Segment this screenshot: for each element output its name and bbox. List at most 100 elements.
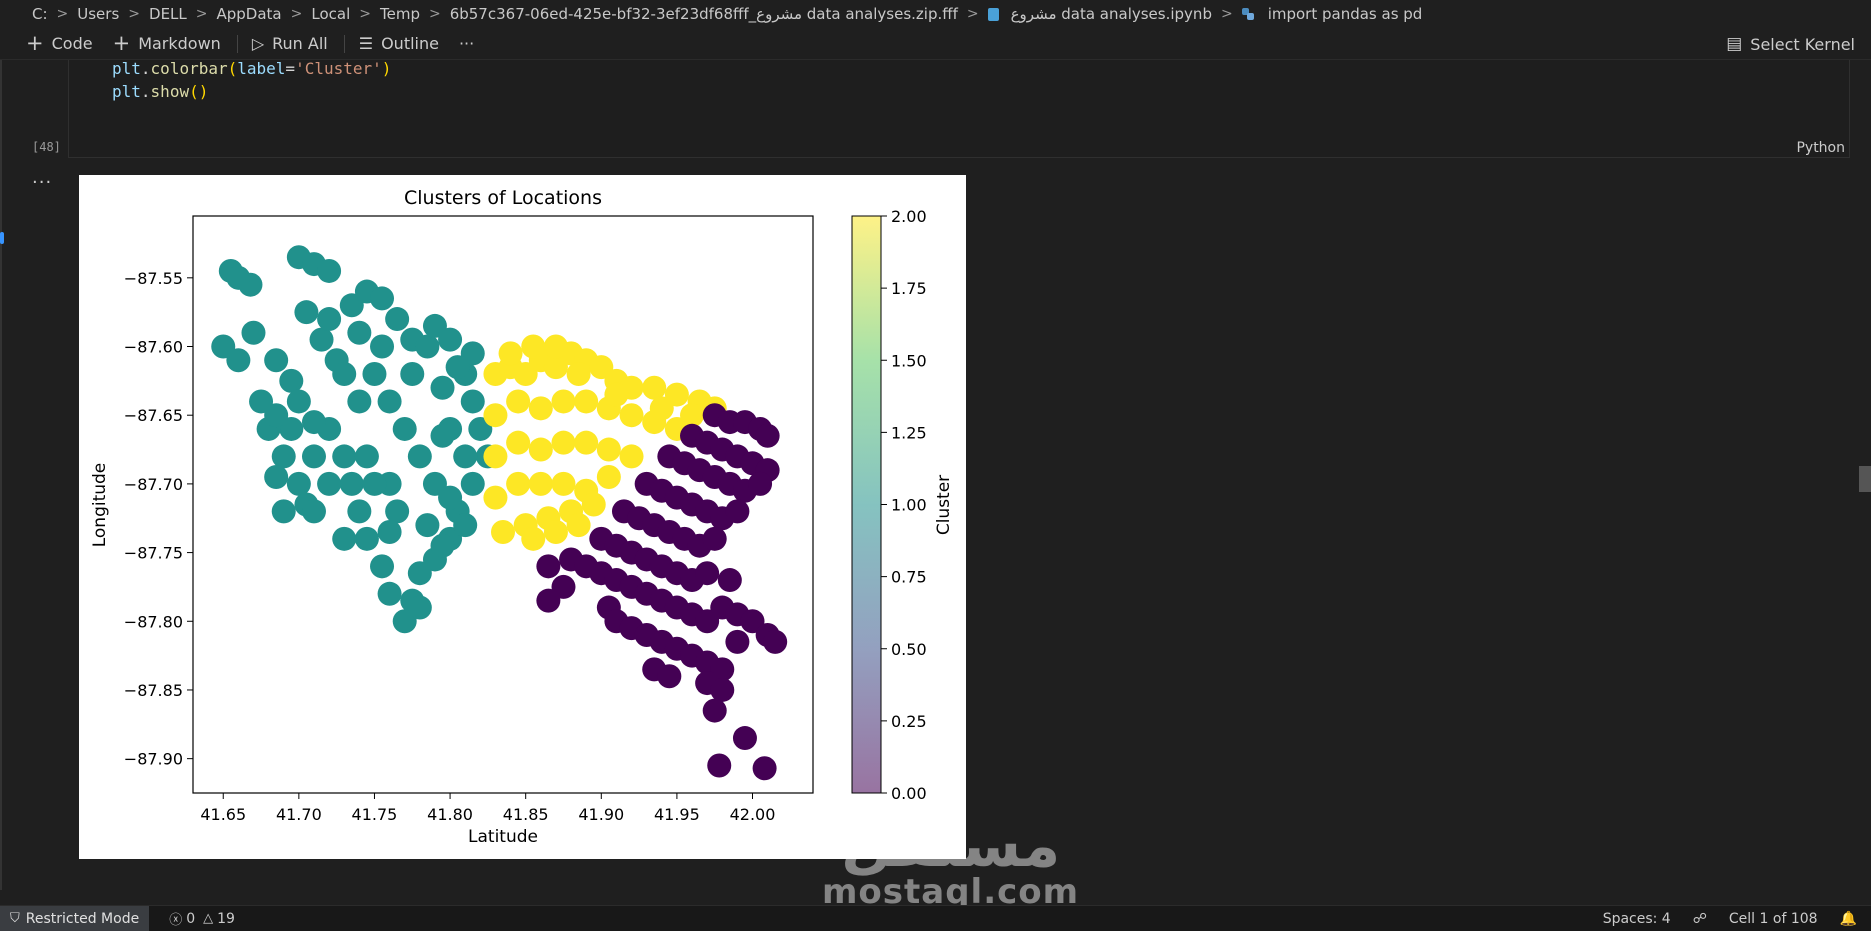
scatter-point [430, 533, 455, 558]
scrollbar-thumb[interactable] [1859, 466, 1871, 492]
code-editor[interactable]: plt.colorbar(label='Cluster') plt.show() [68, 59, 1850, 158]
code-token: label [237, 59, 286, 78]
scatter-point [566, 361, 591, 386]
scatter-point [271, 444, 296, 469]
scatter-point [211, 334, 236, 359]
cell-language-button[interactable]: Python [1796, 140, 1845, 156]
more-actions-button[interactable]: ··· [459, 34, 474, 53]
scatter-point [506, 430, 531, 455]
toolbar-divider [236, 34, 238, 53]
gutter-strip [0, 60, 2, 890]
scatter-point [702, 698, 727, 723]
scatter-point [271, 499, 296, 524]
scatter-point [707, 753, 732, 778]
breadcrumb-item-local[interactable]: Local [311, 5, 351, 23]
breadcrumb-item-drive[interactable]: C: [32, 5, 48, 23]
add-markdown-button[interactable]: + Markdown [113, 33, 221, 54]
scatter-point [574, 430, 599, 455]
y-axis-ticks: −87.55 −87.60 −87.65 −87.70 −87.75 −87.80 −87.… [124, 269, 193, 769]
scatter-point [332, 361, 357, 386]
scatter-point [430, 423, 455, 448]
scatter-point [354, 444, 379, 469]
add-code-button[interactable]: + Code [26, 33, 93, 54]
code-line: plt.colorbar(label='Cluster') [112, 59, 391, 78]
colorbar-tick-label: 0.50 [891, 640, 927, 659]
y-tick-label: −87.80 [124, 612, 183, 631]
code-token: ) [381, 59, 392, 78]
outline-button[interactable]: ☰ Outline [359, 34, 439, 53]
breadcrumb-item-cell[interactable]: import pandas as pd [1267, 5, 1423, 23]
colorbar-label: Cluster [934, 475, 954, 535]
plus-icon: + [112, 31, 131, 55]
add-markdown-label: Markdown [138, 34, 221, 53]
scatter-point [763, 629, 788, 654]
scatter-point [332, 526, 357, 551]
x-tick-label: 41.95 [654, 805, 700, 824]
code-token: 'Cluster' [295, 59, 382, 78]
x-tick-label: 41.90 [578, 805, 624, 824]
scatter-point [566, 513, 591, 538]
copilot-icon[interactable]: ☍ [1692, 910, 1707, 927]
breadcrumb-item-users[interactable]: Users [77, 5, 120, 23]
scatter-point [317, 307, 342, 332]
code-line: plt.show() [112, 82, 208, 101]
scatter-chart: Clusters of Locations 41.65 41.70 41.75 41.… [90, 187, 954, 847]
cell-focus-indicator [0, 232, 4, 244]
x-tick-label: 41.75 [352, 805, 398, 824]
scatter-point [453, 444, 478, 469]
scatter-point [483, 485, 508, 510]
breadcrumb-item-appdata[interactable]: AppData [216, 5, 282, 23]
scatter-point [732, 726, 757, 751]
code-token: . [140, 82, 151, 101]
colorbar-tick-label: 2.00 [891, 207, 927, 226]
run-all-button[interactable]: ▷ Run All [252, 34, 328, 53]
breadcrumb-item-dell[interactable]: DELL [149, 5, 187, 23]
x-tick-label: 42.00 [730, 805, 776, 824]
scatter-point [445, 355, 470, 380]
output-actions-button[interactable]: ··· [32, 172, 53, 193]
scatter-point [264, 403, 289, 428]
notebook-toolbar: + Code + Markdown ▷ Run All ☰ Outline ··· ▤ S… [0, 28, 1871, 60]
scatter-point [657, 664, 682, 689]
y-axis-label: Longitude [90, 463, 110, 548]
scatter-point [385, 307, 410, 332]
colorbar-tick-label: 1.00 [891, 496, 927, 515]
restricted-mode-button[interactable]: ⛉ Restricted Mode [0, 906, 150, 931]
breadcrumb-item-notebook[interactable]: مشروع data analyses.ipynb [1010, 5, 1212, 23]
error-icon: ⓧ [169, 913, 183, 928]
scatter-point [536, 588, 561, 613]
run-icon: ▷ [251, 33, 265, 53]
scatter-point [581, 492, 606, 517]
x-axis-ticks: 41.65 41.70 41.75 41.80 41.85 41.90 41.95 42.00 [200, 793, 775, 824]
scatter-point [317, 471, 342, 496]
scatter-point [309, 327, 334, 352]
scatter-point [226, 265, 251, 290]
scatter-point [370, 554, 395, 579]
scatter-point [415, 513, 440, 538]
scatter-point [551, 430, 576, 455]
scatter-point [498, 341, 523, 366]
scatter-point [551, 471, 576, 496]
scatter-point [286, 471, 311, 496]
breadcrumb-item-temp[interactable]: Temp [379, 5, 420, 23]
y-tick-label: −87.85 [124, 681, 183, 700]
scatter-point [370, 334, 395, 359]
bell-icon[interactable]: 🔔 [1839, 910, 1857, 927]
code-token: . [140, 59, 151, 78]
chevron-right-icon: > [1220, 6, 1233, 22]
scatter-point [725, 499, 750, 524]
output-figure: Clusters of Locations 41.65 41.70 41.75 41.… [79, 175, 966, 859]
indentation-button[interactable]: Spaces: 4 [1602, 910, 1671, 927]
kernel-icon: ▤ [1726, 34, 1743, 54]
scatter-point [574, 389, 599, 414]
scatter-point [294, 300, 319, 325]
add-code-label: Code [51, 34, 93, 53]
select-kernel-button[interactable]: ▤ Select Kernel [1726, 28, 1855, 60]
problems-button[interactable]: ⓧ 0 △ 19 [169, 909, 235, 929]
scatter-point [543, 519, 568, 544]
scatter-point [483, 444, 508, 469]
breadcrumb-item-folder[interactable]: 6b57c367-06ed-425e-bf32-3ef23df68fff_مشر… [449, 5, 958, 23]
cell-position[interactable]: Cell 1 of 108 [1728, 910, 1818, 927]
scatter-point [279, 368, 304, 393]
scatter-point [377, 581, 402, 606]
